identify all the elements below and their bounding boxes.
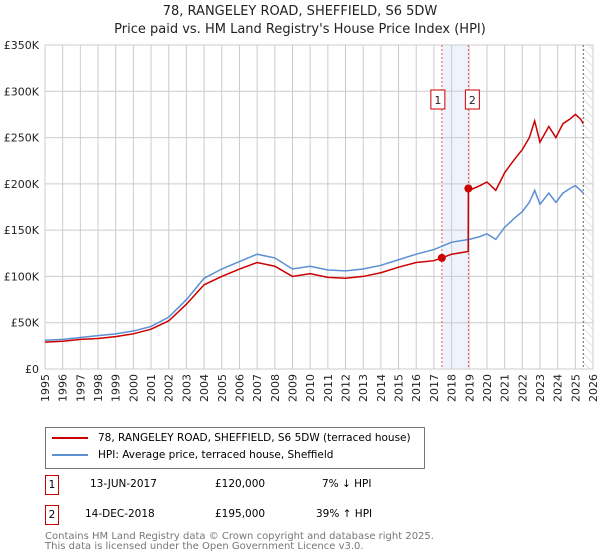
property-price-line xyxy=(44,113,584,343)
x-tick-label: 2008 xyxy=(269,374,282,402)
transaction-date: 13-JUN-2017 xyxy=(90,478,157,490)
price-chart: 1995 1996 1997 1998 1999 2000 2001 2002 2003 2004… xyxy=(4,39,600,402)
x-tick-label: 1998 xyxy=(92,374,105,402)
x-tick-label: 2015 xyxy=(393,374,406,402)
x-tick-label: 2012 xyxy=(340,374,353,402)
chart-subtitle: Price paid vs. HM Land Registry's House … xyxy=(114,22,486,37)
x-tick-label: 2010 xyxy=(304,374,317,402)
x-tick-label: 2025 xyxy=(569,374,582,402)
y-tick-label: £150K xyxy=(4,224,40,237)
x-tick-label: 2023 xyxy=(534,374,547,402)
x-tick-label: 2009 xyxy=(286,374,299,402)
transaction-hpi: 7% ↓ HPI xyxy=(322,478,372,490)
y-tick-label: £50K xyxy=(11,317,40,330)
x-tick-label: 2019 xyxy=(463,374,476,402)
transaction-hpi: 39% ↑ HPI xyxy=(316,508,373,520)
x-tick-label: 2014 xyxy=(375,374,388,402)
y-tick-label: £300K xyxy=(4,85,40,98)
annotation-box xyxy=(430,89,446,110)
transaction-row: 2 14-DEC-2018 £195,000 39% ↑ HPI xyxy=(45,505,445,525)
transaction-price: £120,000 xyxy=(215,478,266,490)
hpi-line xyxy=(44,184,584,342)
x-tick-label: 2004 xyxy=(198,374,211,402)
legend: 78, RANGELEY ROAD, SHEFFIELD, S6 5DW (te… xyxy=(45,427,425,469)
x-tick-label: 2016 xyxy=(410,374,423,402)
x-tick-label: 1997 xyxy=(74,374,87,402)
x-tick-label: 2006 xyxy=(233,374,246,402)
x-tick-label: 2003 xyxy=(180,374,193,402)
red-line-swatch xyxy=(52,437,88,439)
footer-copyright: Contains HM Land Registry data © Crown c… xyxy=(45,531,434,542)
x-tick-label: 2011 xyxy=(322,374,335,402)
sale-period-band xyxy=(441,45,469,369)
x-tick-label: 2021 xyxy=(499,374,512,402)
chart-title: 78, RANGELEY ROAD, SHEFFIELD, S6 5DW xyxy=(162,4,438,19)
x-tick-label: 2002 xyxy=(163,374,176,402)
legend-item-property: 78, RANGELEY ROAD, SHEFFIELD, S6 5DW (te… xyxy=(52,432,411,444)
x-tick-label: 2026 xyxy=(587,374,600,402)
x-tick-label: 2000 xyxy=(127,374,140,402)
x-tick-label: 1996 xyxy=(57,374,70,402)
transaction-price: £195,000 xyxy=(215,508,266,520)
annotation-box xyxy=(464,89,480,110)
x-tick-label: 2017 xyxy=(428,374,441,402)
y-tick-label: £200K xyxy=(4,178,40,191)
marker-badge: 1 xyxy=(45,475,59,495)
x-tick-label: 2001 xyxy=(145,374,158,402)
sale-point xyxy=(464,184,473,193)
y-tick-label: £250K xyxy=(4,132,40,145)
marker-badge: 2 xyxy=(45,505,59,525)
x-tick-label: 2022 xyxy=(516,374,529,402)
transaction-row: 1 13-JUN-2017 £120,000 7% ↓ HPI xyxy=(45,475,445,495)
transaction-date: 14-DEC-2018 xyxy=(85,508,155,520)
annotation-label: 1 xyxy=(434,94,441,107)
blue-line-swatch xyxy=(52,454,88,456)
x-tick-label: 1999 xyxy=(110,374,123,402)
y-tick-label: £350K xyxy=(4,39,40,52)
x-tick-label: 2024 xyxy=(552,374,565,402)
x-tick-label: 1995 xyxy=(39,374,52,402)
x-tick-label: 2018 xyxy=(446,374,459,402)
footer-licence: This data is licensed under the Open Gov… xyxy=(45,541,364,552)
sale-point xyxy=(437,253,446,262)
y-tick-label: £0 xyxy=(25,363,39,376)
x-tick-label: 2013 xyxy=(357,374,370,402)
legend-label: 78, RANGELEY ROAD, SHEFFIELD, S6 5DW (te… xyxy=(98,432,411,444)
legend-item-hpi: HPI: Average price, terraced house, Shef… xyxy=(52,449,333,461)
y-tick-label: £100K xyxy=(4,270,40,283)
x-tick-label: 2020 xyxy=(481,374,494,402)
legend-label: HPI: Average price, terraced house, Shef… xyxy=(98,449,334,461)
x-tick-label: 2007 xyxy=(251,374,264,402)
x-tick-label: 2005 xyxy=(216,374,229,402)
forecast-hatch xyxy=(583,45,593,369)
annotation-label: 2 xyxy=(469,94,476,107)
